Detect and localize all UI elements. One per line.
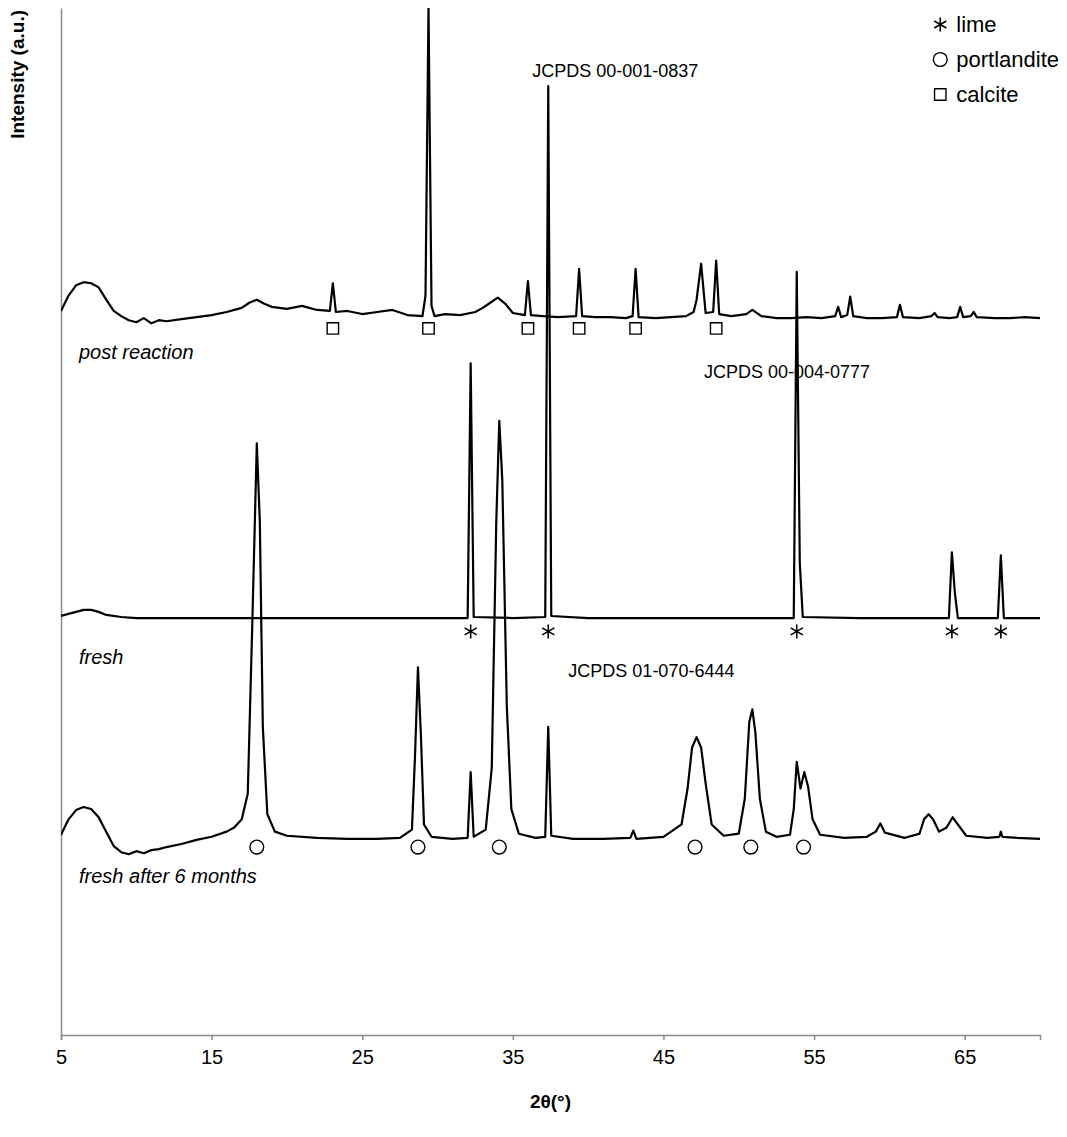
x-tick: 45 bbox=[653, 1035, 675, 1068]
x-tick-label: 15 bbox=[201, 1046, 223, 1068]
x-tick-label: 5 bbox=[56, 1046, 67, 1068]
x-tick-mark bbox=[964, 1035, 966, 1040]
legend-label: portlandite bbox=[956, 47, 1059, 72]
legend-symbol bbox=[934, 18, 946, 32]
x-tick-label: 25 bbox=[352, 1046, 374, 1068]
phase-marker bbox=[995, 624, 1007, 638]
phase-marker bbox=[492, 840, 506, 854]
phase-marker bbox=[797, 840, 811, 854]
x-tick-mark bbox=[814, 1035, 816, 1040]
y-axis-title: Intensity (a.u.) bbox=[7, 10, 28, 139]
x-tick-mark bbox=[61, 1035, 63, 1040]
series-label: fresh bbox=[79, 646, 123, 668]
phase-marker bbox=[250, 840, 264, 854]
x-tick-mark bbox=[513, 1035, 515, 1040]
legend-label: calcite bbox=[956, 82, 1018, 107]
x-tick-mark bbox=[211, 1035, 213, 1040]
y-axis bbox=[61, 9, 62, 1036]
phase-marker bbox=[744, 840, 758, 854]
x-axis-line bbox=[62, 1036, 1041, 1041]
x-axis: 5 15 25 35 45 55 65 bbox=[56, 1035, 1041, 1068]
x-tick: 15 bbox=[201, 1035, 223, 1068]
phase-marker bbox=[710, 323, 721, 334]
annotation: JCPDS 00-001-0837 bbox=[532, 61, 698, 81]
x-tick: 5 bbox=[56, 1035, 67, 1068]
legend-item: lime bbox=[934, 12, 996, 37]
phase-marker bbox=[791, 624, 803, 638]
x-tick: 35 bbox=[502, 1035, 524, 1068]
annotation: JCPDS 01-070-6444 bbox=[568, 661, 734, 681]
x-tick: 65 bbox=[954, 1035, 976, 1068]
phase-marker bbox=[630, 323, 641, 334]
plot-area bbox=[61, 8, 1040, 854]
pattern-line bbox=[61, 86, 1040, 618]
legend-symbol bbox=[935, 89, 946, 100]
legend-item: portlandite bbox=[933, 47, 1059, 72]
phase-marker bbox=[573, 323, 584, 334]
chart: 5 15 25 35 45 55 65 2θ(°) Intensity (a.u.) post r… bbox=[0, 0, 1067, 1137]
x-tick-label: 35 bbox=[502, 1046, 524, 1068]
x-tick-mark bbox=[362, 1035, 364, 1040]
x-tick: 55 bbox=[803, 1035, 825, 1068]
x-axis-title: 2θ(°) bbox=[530, 1091, 571, 1112]
legend: lime portlandite calcite bbox=[933, 12, 1059, 107]
annotation: JCPDS 00-004-0777 bbox=[704, 362, 870, 382]
phase-marker bbox=[542, 624, 554, 638]
pattern-line bbox=[61, 8, 1040, 323]
series-label: fresh after 6 months bbox=[79, 865, 257, 887]
phase-marker bbox=[327, 323, 338, 334]
series-label: post reaction bbox=[78, 341, 194, 363]
phase-marker bbox=[688, 840, 702, 854]
phase-marker bbox=[411, 840, 425, 854]
legend-label: lime bbox=[956, 12, 996, 37]
x-tick-label: 65 bbox=[954, 1046, 976, 1068]
pattern-line bbox=[61, 421, 1040, 854]
legend-item: calcite bbox=[935, 82, 1019, 107]
phase-marker bbox=[465, 624, 477, 638]
x-tick-label: 45 bbox=[653, 1046, 675, 1068]
legend-symbol bbox=[933, 53, 947, 67]
phase-marker bbox=[946, 624, 958, 638]
y-axis-line bbox=[61, 9, 63, 1036]
phase-marker bbox=[522, 323, 533, 334]
x-tick-label: 55 bbox=[803, 1046, 825, 1068]
phase-marker bbox=[423, 323, 434, 334]
x-tick-mark bbox=[663, 1035, 665, 1040]
x-tick: 25 bbox=[352, 1035, 374, 1068]
